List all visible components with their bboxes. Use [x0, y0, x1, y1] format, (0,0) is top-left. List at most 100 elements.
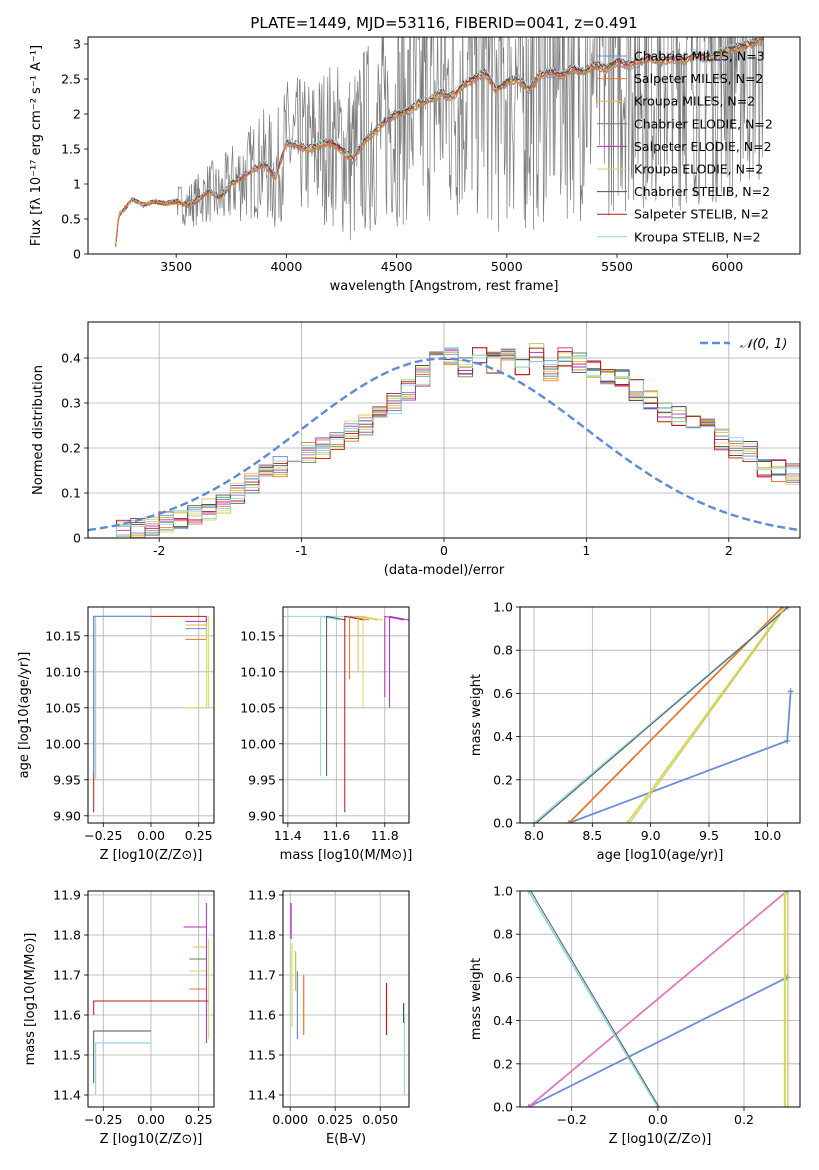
age-step-line	[357, 615, 378, 672]
legend-entry: Salpeter ELODIE, N=2	[634, 139, 772, 154]
plot-area	[525, 891, 791, 1107]
axes-frame	[282, 606, 410, 824]
age-step-line	[384, 615, 405, 697]
y-tick-label: 11.5	[248, 1048, 276, 1063]
y-tick-label: 2	[73, 107, 81, 122]
y-axis-label: Flux [fλ 10⁻¹⁷ erg cm⁻² s⁻¹ A⁻¹]	[29, 45, 44, 246]
x-tick-label: 5500	[601, 259, 633, 274]
plot-area	[88, 343, 800, 538]
plot-area	[283, 615, 409, 813]
model-spectrum-line	[115, 37, 764, 247]
mass-weight-marker	[785, 607, 792, 610]
grid-lines	[520, 890, 800, 1108]
mass-weight-marker	[525, 1104, 532, 1107]
x-tick-label: −0.25	[84, 1112, 122, 1127]
mass-weight-marker	[566, 820, 572, 823]
y-tick-label: 11.9	[53, 888, 81, 903]
y-tick-label: 11.5	[53, 1048, 81, 1063]
x-tick-label: 3500	[160, 259, 192, 274]
y-axis-label: mass [log10(M/M⊙)]	[23, 933, 38, 1066]
x-axis-label: Z [log10(Z/Z⊙)]	[609, 1132, 712, 1147]
mass-weight-marker	[784, 737, 791, 744]
y-tick-label: 11.8	[53, 928, 81, 943]
mass-weight-marker	[784, 891, 791, 894]
x-tick-label: 0.000	[272, 1112, 308, 1127]
age-step-line	[185, 616, 207, 622]
y-tick-label: 10.10	[240, 664, 276, 679]
grid-lines	[283, 891, 409, 1107]
age-step-line	[389, 615, 409, 708]
y-tick-label: 9.90	[53, 808, 81, 823]
plot-area	[93, 903, 209, 1095]
y-tick-label: 11.4	[53, 1088, 81, 1103]
mass-weight-marker	[525, 891, 532, 894]
y-tick-label: 10.00	[240, 736, 276, 751]
y-tick-label: 0.8	[493, 927, 513, 942]
legend-entry: 𝒩(0, 1)	[740, 337, 787, 352]
residual-histogram-line	[102, 346, 800, 538]
x-tick-label: -1	[295, 543, 307, 558]
mass-step-line	[94, 1042, 151, 1095]
y-tick-label: 0.2	[493, 772, 513, 787]
x-axis-label: mass [log10(M/M⊙)]	[280, 848, 413, 863]
spectrum-panel: 3500 4000 4500 5000 5500 6000 0 0.5 1 1.5 2 2.5 3 wav…	[29, 36, 801, 294]
age-step-line	[344, 615, 365, 813]
model-spectrum-line	[115, 40, 764, 247]
y-tick-label: 0.6	[493, 970, 513, 985]
mass-weight-marker	[787, 688, 794, 695]
age-step-line	[185, 616, 207, 630]
legend-entry: Salpeter STELIB, N=2	[634, 207, 769, 222]
grid-lines	[88, 607, 214, 823]
y-tick-label: 11.8	[248, 928, 276, 943]
y-tick-label: 0.0	[493, 816, 513, 831]
x-tick-label: 8.0	[524, 828, 544, 843]
x-tick-label: 11.6	[322, 828, 350, 843]
mass-vs-extinction-panel: 0.000 0.025 0.050 11.4 11.5 11.6 11.7 11.8 11.9 E…	[248, 888, 410, 1147]
x-tick-label: 11.4	[274, 828, 302, 843]
age-vs-mass-panel: 11.4 11.6 11.8 9.90 9.95 10.00 10.05 10.10 10.15…	[240, 606, 413, 863]
y-tick-label: 10.05	[45, 700, 81, 715]
y-tick-label: 10.15	[240, 628, 276, 643]
y-tick-label: 0.0	[493, 1100, 513, 1115]
y-tick-label: 0.5	[61, 212, 81, 227]
residual-histogram-panel: -2 -1 0 1 2 0 0.1 0.2 0.3 0.4 (data-model)/error No…	[31, 321, 801, 578]
axes-frame	[519, 890, 801, 1108]
x-tick-label: −0.25	[84, 828, 122, 843]
y-tick-label: 0.4	[493, 1013, 513, 1028]
axes-frame	[282, 890, 410, 1108]
age-step-line	[320, 615, 340, 777]
x-tick-label: 0.2	[734, 1112, 754, 1127]
x-axis-label: Z [log10(Z/Z⊙)]	[100, 848, 203, 863]
y-tick-label: 0.4	[493, 729, 513, 744]
x-tick-label: 0.025	[317, 1112, 353, 1127]
x-tick-label: 4500	[381, 259, 413, 274]
y-tick-label: 11.4	[248, 1088, 276, 1103]
mass-step-line	[93, 1030, 151, 1083]
y-tick-label: 0.2	[493, 1056, 513, 1071]
age-vs-metallicity-panel: −0.25 0.00 0.25 9.90 9.95 10.00 10.05 10.10 10.1…	[17, 606, 215, 863]
x-axis-label: (data-model)/error	[384, 563, 505, 578]
y-tick-label: 11.7	[53, 968, 81, 983]
axes-frame	[87, 321, 801, 539]
y-tick-label: 10.00	[45, 736, 81, 751]
y-tick-label: 1.0	[493, 600, 513, 615]
legend-entry: Salpeter MILES, N=2	[634, 71, 763, 86]
y-tick-label: 0	[73, 247, 81, 262]
y-axis-label: mass weight	[469, 958, 484, 1040]
mass-step-line	[93, 1000, 209, 1015]
legend-entry: Kroupa ELODIE, N=2	[634, 162, 763, 177]
grid-lines	[283, 607, 409, 823]
y-tick-label: 10.10	[45, 664, 81, 679]
mass-weight-line	[629, 607, 787, 823]
y-tick-label: 0.6	[493, 686, 513, 701]
age-step-line	[94, 615, 151, 780]
plot-area	[531, 607, 794, 823]
y-tick-label: 9.90	[248, 808, 276, 823]
age-step-line	[349, 615, 370, 679]
grid-lines	[88, 891, 214, 1107]
normal-distribution-curve	[88, 357, 800, 532]
residual-histogram-line	[102, 352, 800, 538]
x-tick-label: 0.25	[185, 1112, 213, 1127]
x-tick-label: 0.25	[185, 828, 213, 843]
